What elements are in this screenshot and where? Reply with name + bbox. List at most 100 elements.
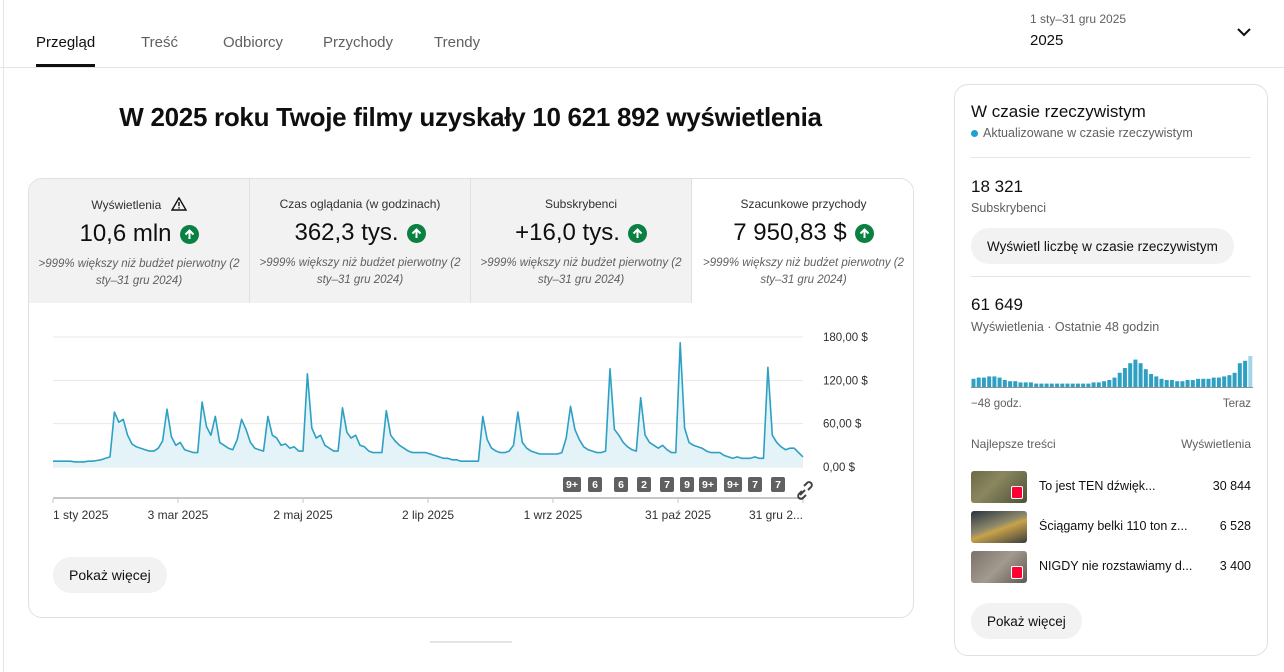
axis-end-label: Teraz xyxy=(1222,398,1251,410)
metric-value: 362,3 tys. xyxy=(294,219,399,246)
views-bar xyxy=(1248,356,1253,387)
event-marker-label: 6 xyxy=(592,479,598,491)
event-marker-label: 9 xyxy=(684,479,690,491)
metric-revenue[interactable]: Szacunkowe przychody 7 950,83 $ >999% wi… xyxy=(693,179,913,303)
views-bar xyxy=(1243,360,1248,387)
tab-overview[interactable]: Przegląd xyxy=(36,34,96,51)
views-bar xyxy=(1117,372,1122,387)
views-bar xyxy=(1227,375,1232,387)
views-bar xyxy=(1091,382,1096,387)
tab-content[interactable]: Treść xyxy=(141,34,178,51)
views-bar xyxy=(1018,382,1023,387)
arrow-up-icon xyxy=(854,223,874,243)
arrow-up-icon xyxy=(179,224,199,244)
video-thumbnail xyxy=(971,511,1027,543)
tab-audience[interactable]: Odbiorcy xyxy=(223,34,284,51)
views-bar xyxy=(1196,378,1201,387)
show-realtime-count-button[interactable]: Wyświetl liczbę w czasie rzeczywistym xyxy=(971,228,1234,264)
event-marker xyxy=(637,477,651,492)
views-bar xyxy=(1112,377,1117,387)
views-bar xyxy=(1216,377,1221,387)
show-more-button[interactable]: Pokaż więcej xyxy=(971,603,1082,639)
views-bar xyxy=(1055,383,1060,387)
event-marker xyxy=(724,477,742,492)
series-line xyxy=(53,342,804,463)
metric-value: 10,6 mln xyxy=(79,220,172,247)
views-bar xyxy=(1023,382,1028,387)
views-bar xyxy=(1143,369,1148,387)
views-bar xyxy=(1102,381,1107,387)
series-area xyxy=(53,342,803,467)
views-bar xyxy=(1034,383,1039,387)
top-content-row[interactable]: Ściągamy belki 110 ton z... 6 528 xyxy=(971,511,1251,543)
views-bar xyxy=(1237,363,1242,387)
views-bar xyxy=(1075,383,1080,387)
link-icon xyxy=(797,481,813,500)
y-tick-label: 60,00 $ xyxy=(823,419,862,431)
event-marker-label: 9+ xyxy=(702,479,714,491)
views-bar xyxy=(1070,383,1075,387)
views-bar xyxy=(1008,381,1013,387)
metric-watch-time[interactable]: Czas oglądania (w godzinach) 362,3 tys. … xyxy=(250,179,471,303)
video-title: NIGDY nie rozstawiamy d... xyxy=(1039,559,1193,573)
tab-trends[interactable]: Trendy xyxy=(434,34,481,51)
arrow-up-icon xyxy=(627,223,647,243)
top-content-row[interactable]: To jest TEN dźwięk... 30 844 xyxy=(971,471,1251,503)
x-tick-label: 31 gru 2... xyxy=(749,508,803,522)
realtime-views-label: Wyświetlenia · Ostatnie 48 godzin xyxy=(971,320,1160,334)
realtime-views-bar-chart[interactable] xyxy=(971,347,1253,389)
date-range-label: 2025 xyxy=(1030,32,1064,49)
views-bar xyxy=(1149,374,1154,387)
views-bar xyxy=(1049,383,1054,387)
revenue-chart[interactable]: 180,00 $ 120,00 $ 60,00 $ 0,00 $ 1 sty 2025 3… xyxy=(29,303,914,533)
warning-icon[interactable] xyxy=(170,196,187,211)
views-bar xyxy=(1164,380,1169,387)
divider xyxy=(971,276,1251,277)
views-bar xyxy=(1002,380,1007,387)
top-content-row[interactable]: NIGDY nie rozstawiamy d... 3 400 xyxy=(971,551,1251,583)
axis-start-label: −48 godz. xyxy=(971,398,1022,410)
show-more-button[interactable]: Pokaż więcej xyxy=(53,557,167,593)
views-bar xyxy=(1096,382,1101,387)
video-views: 6 528 xyxy=(1219,519,1251,533)
metric-comparison: >999% większy niż budżet pierwotny (2 st… xyxy=(702,257,905,286)
metric-views[interactable]: Wyświetlenia 10,6 mln >999% większy niż … xyxy=(29,179,250,303)
realtime-live-status: Aktualizowane w czasie rzeczywistym xyxy=(971,126,1193,140)
arrow-up-icon xyxy=(406,223,426,243)
views-bar xyxy=(1232,372,1237,387)
views-bar xyxy=(1201,378,1206,387)
tab-revenue[interactable]: Przychody xyxy=(323,34,394,51)
video-thumbnail xyxy=(971,551,1027,583)
views-bar xyxy=(992,376,997,387)
realtime-subscribers-value: 18 321 xyxy=(971,177,1023,196)
metric-label: Czas oglądania (w godzinach) xyxy=(279,197,441,211)
shorts-icon xyxy=(1011,486,1023,499)
x-tick-label: 2 lip 2025 xyxy=(402,508,454,522)
event-marker xyxy=(748,477,762,492)
event-marker xyxy=(588,477,602,492)
video-views: 30 844 xyxy=(1212,479,1251,493)
metric-label: Wyświetlenia xyxy=(29,196,249,212)
video-thumbnail xyxy=(971,471,1027,503)
views-column-header: Wyświetlenia xyxy=(1181,437,1251,451)
chevron-down-icon[interactable] xyxy=(1236,26,1252,38)
metric-comparison: >999% większy niż budżet pierwotny (2 st… xyxy=(480,257,682,286)
x-tick-label: 3 mar 2025 xyxy=(148,508,209,522)
views-bar xyxy=(1065,383,1070,387)
y-tick-label: 180,00 $ xyxy=(823,332,868,344)
views-bar xyxy=(1190,380,1195,387)
date-range-selector[interactable]: 1 sty–31 gru 2025 2025 xyxy=(1030,12,1126,49)
metric-subscribers[interactable]: Subskrybenci +16,0 tys. >999% większy ni… xyxy=(471,179,692,303)
views-bar xyxy=(997,377,1002,387)
views-bar xyxy=(987,376,992,387)
shorts-icon xyxy=(1011,566,1023,579)
views-bar xyxy=(1081,383,1086,387)
views-bar xyxy=(976,377,981,387)
page-title: W 2025 roku Twoje filmy uzyskały 10 621 … xyxy=(119,102,822,132)
views-bar xyxy=(1206,378,1211,387)
views-bar xyxy=(1060,383,1065,387)
divider xyxy=(971,157,1251,158)
views-bar xyxy=(1159,378,1164,387)
event-marker xyxy=(771,477,785,492)
